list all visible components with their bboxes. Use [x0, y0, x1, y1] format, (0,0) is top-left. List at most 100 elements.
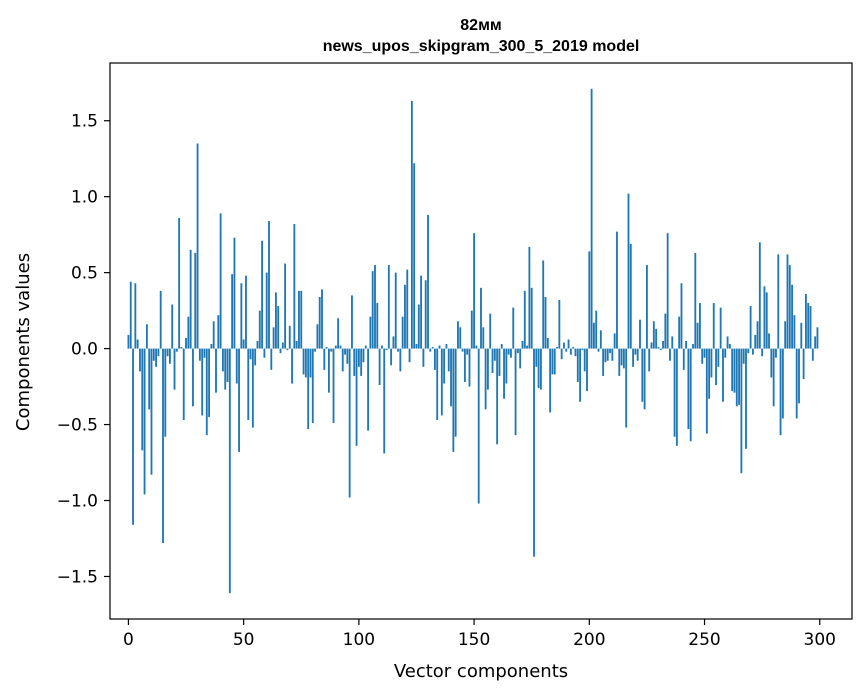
bar: [496, 348, 499, 445]
bar: [611, 348, 614, 361]
bar: [809, 306, 812, 349]
bar: [355, 348, 358, 446]
bar: [194, 252, 197, 349]
bar: [791, 284, 794, 349]
bar: [450, 348, 452, 407]
bar: [459, 327, 462, 349]
bar: [798, 348, 800, 404]
bar: [701, 348, 704, 364]
bar: [678, 316, 681, 349]
bar: [404, 284, 406, 349]
bar: [484, 348, 487, 410]
bar: [602, 348, 605, 376]
bar: [740, 348, 743, 474]
bar: [717, 348, 720, 367]
bar: [286, 348, 289, 351]
bar: [427, 214, 429, 349]
bar: [618, 348, 621, 376]
bar: [438, 345, 441, 349]
bar: [288, 325, 291, 349]
bar: [634, 348, 637, 355]
bar: [203, 348, 206, 358]
bar: [272, 327, 275, 349]
bar: [192, 348, 194, 407]
bar: [804, 293, 807, 349]
bar: [291, 348, 293, 384]
bar: [348, 348, 351, 498]
bar: [768, 333, 770, 349]
bar: [466, 348, 469, 355]
bar: [242, 339, 245, 349]
bar: [187, 316, 190, 349]
bar: [510, 348, 512, 358]
bar: [569, 348, 572, 355]
bar: [212, 321, 215, 349]
bar: [770, 348, 773, 378]
bar: [546, 337, 549, 349]
bar: [408, 348, 411, 363]
bar: [323, 348, 326, 370]
bar: [249, 348, 252, 360]
bar: [689, 348, 692, 442]
bar: [657, 347, 660, 349]
bar: [321, 289, 323, 349]
bar: [221, 348, 224, 372]
bar: [164, 348, 167, 437]
bar: [233, 237, 236, 349]
bar: [696, 322, 699, 349]
bar: [171, 304, 174, 349]
bar: [415, 344, 418, 349]
bar: [215, 348, 217, 393]
bar: [781, 348, 784, 419]
bar: [277, 306, 280, 349]
bar: [586, 348, 588, 392]
bar: [141, 348, 144, 451]
bar: [196, 143, 199, 349]
bar: [528, 246, 531, 349]
bar: [592, 322, 595, 349]
bar: [549, 348, 552, 413]
bar: [210, 344, 213, 349]
bar: [433, 348, 436, 370]
bar: [698, 303, 701, 349]
x-tick-label: 200: [573, 630, 605, 650]
bar: [374, 265, 376, 349]
bar: [581, 348, 584, 351]
bar: [784, 321, 787, 349]
bar: [514, 348, 517, 436]
bar: [597, 348, 600, 352]
bar: [351, 295, 353, 349]
bar: [436, 348, 439, 420]
bar: [281, 342, 284, 349]
bar: [641, 348, 644, 402]
bar: [362, 348, 365, 363]
bar: [383, 348, 386, 454]
bar: [613, 333, 616, 349]
bar: [369, 316, 372, 349]
bar: [175, 348, 178, 352]
bar: [226, 348, 229, 383]
bar: [814, 336, 817, 349]
bar: [150, 348, 153, 475]
bar: [258, 310, 261, 349]
bar: [595, 310, 598, 349]
bar: [261, 240, 264, 349]
bar: [772, 348, 775, 407]
bar: [544, 296, 547, 349]
bar: [728, 344, 731, 349]
bar: [136, 339, 139, 349]
bar: [337, 318, 340, 349]
bar: [424, 280, 427, 349]
bar: [775, 348, 777, 358]
bar: [360, 348, 363, 376]
bar: [758, 242, 761, 349]
y-axis-label: Components values: [13, 253, 34, 431]
bar: [590, 88, 593, 349]
bar: [247, 348, 250, 420]
x-tick-label: 150: [458, 630, 490, 650]
bar: [639, 319, 641, 349]
bar: [385, 348, 388, 351]
bar: [756, 321, 759, 349]
bars-group: [127, 88, 819, 594]
bar: [553, 348, 556, 375]
